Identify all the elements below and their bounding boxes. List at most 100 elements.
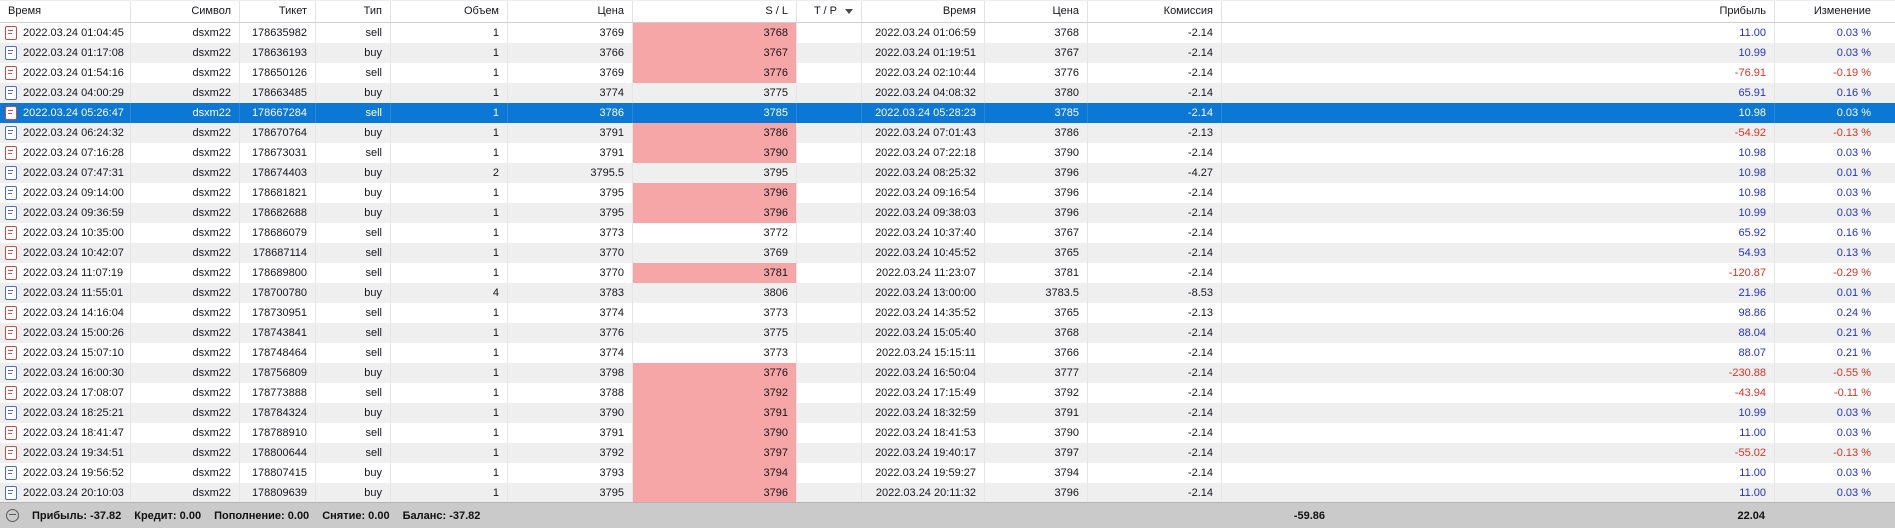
- column-header-time_open[interactable]: Время: [0, 1, 131, 22]
- cell-sl: 3775: [633, 323, 797, 343]
- cell-volume: 1: [391, 323, 508, 343]
- cell-sl: 3768: [633, 23, 797, 43]
- cell-symbol: dsxm22: [131, 163, 240, 183]
- cell-time_close: 2022.03.24 13:00:00: [862, 283, 985, 303]
- table-row[interactable]: 2022.03.24 20:10:03 dsxm22 178809639 buy 1 37…: [0, 483, 1895, 503]
- cell-volume: 1: [391, 103, 508, 123]
- column-header-symbol[interactable]: Символ: [131, 1, 240, 22]
- table-row[interactable]: 2022.03.24 11:55:01 dsxm22 178700780 buy 4 37…: [0, 283, 1895, 303]
- cell-type: sell: [316, 263, 391, 283]
- cell-price_close: 3790: [985, 143, 1088, 163]
- open-time-text: 2022.03.24 10:35:00: [23, 227, 124, 239]
- column-header-profit[interactable]: Прибыль: [1222, 1, 1775, 22]
- column-header-ticket[interactable]: Тикет: [240, 1, 316, 22]
- cell-ticket: 178730951: [240, 303, 316, 323]
- table-row[interactable]: 2022.03.24 09:14:00 dsxm22 178681821 buy 1 37…: [0, 183, 1895, 203]
- cell-price_close: 3794: [985, 463, 1088, 483]
- column-header-commission[interactable]: Комиссия: [1088, 1, 1222, 22]
- cell-ticket: 178687114: [240, 243, 316, 263]
- cell-sl: 3775: [633, 83, 797, 103]
- cell-symbol: dsxm22: [131, 303, 240, 323]
- sort-indicator-icon: [845, 9, 853, 14]
- cell-sl: 3786: [633, 123, 797, 143]
- cell-commission: -2.14: [1088, 443, 1222, 463]
- table-row[interactable]: 2022.03.24 09:36:59 dsxm22 178682688 buy 1 37…: [0, 203, 1895, 223]
- table-row[interactable]: 2022.03.24 11:07:19 dsxm22 178689800 sell 1 3…: [0, 263, 1895, 283]
- cell-time_open: 2022.03.24 11:07:19: [0, 263, 131, 283]
- cell-type: buy: [316, 283, 391, 303]
- cell-price_close: 3766: [985, 343, 1088, 363]
- cell-time_open: 2022.03.24 06:24:32: [0, 123, 131, 143]
- cell-commission: -2.14: [1088, 383, 1222, 403]
- table-row[interactable]: 2022.03.24 05:26:47 dsxm22 178667284 sell 1 3…: [0, 103, 1895, 123]
- column-header-type[interactable]: Тип: [316, 1, 391, 22]
- cell-sl: 3776: [633, 363, 797, 383]
- cell-price_close: 3765: [985, 303, 1088, 323]
- cell-time_close: 2022.03.24 20:11:32: [862, 483, 985, 503]
- cell-volume: 1: [391, 383, 508, 403]
- table-row[interactable]: 2022.03.24 18:41:47 dsxm22 178788910 sell 1 3…: [0, 423, 1895, 443]
- column-header-time_close[interactable]: Время: [862, 1, 985, 22]
- cell-profit: 10.98: [1222, 103, 1775, 123]
- table-row[interactable]: 2022.03.24 01:54:16 dsxm22 178650126 sell 1 3…: [0, 63, 1895, 83]
- cell-time_open: 2022.03.24 10:35:00: [0, 223, 131, 243]
- column-header-change[interactable]: Изменение: [1775, 1, 1895, 22]
- table-row[interactable]: 2022.03.24 19:56:52 dsxm22 178807415 buy 1 37…: [0, 463, 1895, 483]
- cell-ticket: 178663485: [240, 83, 316, 103]
- table-row[interactable]: 2022.03.24 01:17:08 dsxm22 178636193 buy 1 37…: [0, 43, 1895, 63]
- table-row[interactable]: 2022.03.24 15:07:10 dsxm22 178748464 sell 1 3…: [0, 343, 1895, 363]
- cell-price_close: 3765: [985, 243, 1088, 263]
- deal-buy-icon: [5, 206, 17, 220]
- column-header-volume[interactable]: Объем: [391, 1, 508, 22]
- cell-commission: -2.13: [1088, 123, 1222, 143]
- table-row[interactable]: 2022.03.24 06:24:32 dsxm22 178670764 buy 1 37…: [0, 123, 1895, 143]
- cell-tp: [797, 203, 862, 223]
- collapse-minus-icon[interactable]: [6, 509, 19, 522]
- cell-tp: [797, 183, 862, 203]
- cell-sl: 3792: [633, 383, 797, 403]
- cell-commission: -2.14: [1088, 183, 1222, 203]
- column-header-price_open[interactable]: Цена: [508, 1, 633, 22]
- table-row[interactable]: 2022.03.24 15:00:26 dsxm22 178743841 sell 1 3…: [0, 323, 1895, 343]
- cell-time_close: 2022.03.24 15:15:11: [862, 343, 985, 363]
- cell-time_close: 2022.03.24 01:06:59: [862, 23, 985, 43]
- cell-symbol: dsxm22: [131, 443, 240, 463]
- table-row[interactable]: 2022.03.24 10:42:07 dsxm22 178687114 sell 1 3…: [0, 243, 1895, 263]
- cell-price_close: 3797: [985, 443, 1088, 463]
- column-header-sl[interactable]: S / L: [633, 1, 797, 22]
- cell-sl: 3790: [633, 423, 797, 443]
- table-row[interactable]: 2022.03.24 17:08:07 dsxm22 178773888 sell 1 3…: [0, 383, 1895, 403]
- open-time-text: 2022.03.24 20:10:03: [23, 487, 124, 499]
- cell-profit: -54.92: [1222, 123, 1775, 143]
- cell-volume: 1: [391, 483, 508, 503]
- statusbar-stat: Пополнение: 0.00: [214, 509, 310, 522]
- table-row[interactable]: 2022.03.24 01:04:45 dsxm22 178635982 sell 1 3…: [0, 23, 1895, 43]
- table-row[interactable]: 2022.03.24 04:00:29 dsxm22 178663485 buy 1 37…: [0, 83, 1895, 103]
- deal-buy-icon: [5, 466, 17, 480]
- table-row[interactable]: 2022.03.24 07:47:31 dsxm22 178674403 buy 2 37…: [0, 163, 1895, 183]
- table-row[interactable]: 2022.03.24 07:16:28 dsxm22 178673031 sell 1 3…: [0, 143, 1895, 163]
- cell-profit: 88.04: [1222, 323, 1775, 343]
- column-label: Время: [942, 5, 976, 17]
- cell-time_open: 2022.03.24 01:17:08: [0, 43, 131, 63]
- cell-ticket: 178689800: [240, 263, 316, 283]
- cell-profit: 21.96: [1222, 283, 1775, 303]
- column-header-tp[interactable]: T / P: [797, 1, 862, 22]
- table-row[interactable]: 2022.03.24 10:35:00 dsxm22 178686079 sell 1 3…: [0, 223, 1895, 243]
- open-time-text: 2022.03.24 07:16:28: [23, 147, 124, 159]
- cell-price_close: 3796: [985, 163, 1088, 183]
- cell-type: sell: [316, 423, 391, 443]
- cell-volume: 4: [391, 283, 508, 303]
- table-row[interactable]: 2022.03.24 14:16:04 dsxm22 178730951 sell 1 3…: [0, 303, 1895, 323]
- table-row[interactable]: 2022.03.24 18:25:21 dsxm22 178784324 buy 1 37…: [0, 403, 1895, 423]
- cell-price_close: 3781: [985, 263, 1088, 283]
- cell-volume: 2: [391, 163, 508, 183]
- table-row[interactable]: 2022.03.24 19:34:51 dsxm22 178800644 sell 1 3…: [0, 443, 1895, 463]
- cell-sl: 3769: [633, 243, 797, 263]
- column-header-price_close[interactable]: Цена: [985, 1, 1088, 22]
- cell-time_open: 2022.03.24 10:42:07: [0, 243, 131, 263]
- cell-symbol: dsxm22: [131, 43, 240, 63]
- table-row[interactable]: 2022.03.24 16:00:30 dsxm22 178756809 buy 1 37…: [0, 363, 1895, 383]
- cell-change: -0.13 %: [1833, 447, 1871, 459]
- statusbar-stat: Снятие: 0.00: [322, 509, 390, 522]
